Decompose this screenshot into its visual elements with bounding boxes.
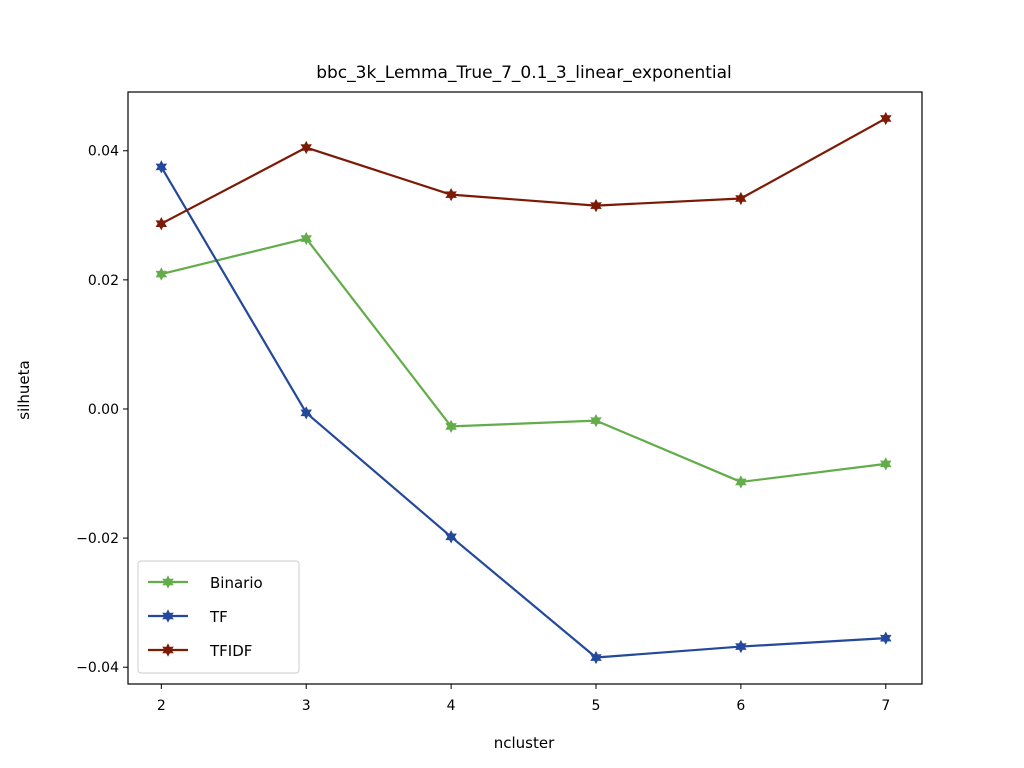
legend-entry-binario: Binario bbox=[148, 574, 263, 592]
y-tick-label: 0.04 bbox=[88, 144, 119, 160]
legend-box bbox=[137, 560, 300, 674]
series-tfidf bbox=[155, 111, 892, 231]
data-point-tf bbox=[445, 530, 457, 544]
data-point-binario bbox=[445, 419, 457, 434]
plot-frame bbox=[127, 91, 923, 685]
plot-area bbox=[155, 111, 892, 665]
legend-swatch-marker bbox=[162, 609, 174, 623]
data-point-tfidf bbox=[300, 140, 312, 155]
data-point-tfidf bbox=[155, 217, 168, 231]
x-tick-label: 6 bbox=[736, 698, 745, 714]
data-point-tfidf bbox=[590, 198, 602, 213]
data-point-binario bbox=[300, 231, 312, 246]
data-point-tfidf bbox=[880, 111, 892, 126]
series-line-tfidf bbox=[160, 117, 887, 225]
data-point-binario bbox=[880, 457, 892, 471]
legend-label-tfidf: TFIDF bbox=[209, 642, 252, 660]
series-line-binario bbox=[161, 237, 886, 484]
data-point-binario bbox=[590, 413, 602, 428]
y-tick-label: 0.00 bbox=[88, 402, 119, 418]
series-tf bbox=[155, 160, 892, 665]
legend-swatch-marker bbox=[162, 643, 174, 657]
data-point-binario bbox=[155, 267, 168, 281]
data-point-tf bbox=[590, 650, 602, 665]
x-axis: 2 3 4 5 6 7 bbox=[157, 684, 890, 714]
y-tick-label: −0.04 bbox=[76, 660, 119, 676]
data-point-binario bbox=[735, 475, 747, 489]
x-axis-label: ncluster bbox=[494, 734, 555, 752]
data-point-tf bbox=[300, 406, 312, 420]
x-tick-label: 7 bbox=[881, 698, 890, 714]
data-point-tfidf bbox=[445, 188, 457, 202]
y-axis-label: silhueta bbox=[15, 360, 33, 419]
data-point-tf bbox=[155, 160, 168, 174]
chart-title: bbc_3k_Lemma_True_7_0.1_3_linear_exponen… bbox=[316, 63, 732, 83]
data-point-tfidf bbox=[735, 191, 747, 206]
data-point-tf bbox=[735, 639, 747, 654]
y-tick-label: −0.02 bbox=[76, 531, 119, 547]
legend-label-tf: TF bbox=[209, 608, 228, 626]
series-binario bbox=[155, 231, 892, 489]
series-line-tf bbox=[160, 166, 886, 659]
y-tick-label: 0.02 bbox=[88, 273, 119, 289]
legend: Binario TF TFIDF bbox=[137, 560, 300, 674]
x-tick-label: 4 bbox=[447, 698, 456, 714]
data-point-tf bbox=[880, 631, 892, 645]
x-tick-label: 3 bbox=[302, 698, 311, 714]
legend-entry-tfidf: TFIDF bbox=[148, 642, 252, 660]
y-axis: 0.04 0.02 0.00 −0.02 −0.04 bbox=[76, 144, 128, 676]
x-tick-label: 5 bbox=[592, 698, 601, 714]
x-tick-label: 2 bbox=[157, 698, 166, 714]
legend-entry-tf: TF bbox=[148, 608, 228, 626]
legend-swatch-marker bbox=[162, 575, 174, 589]
legend-label-binario: Binario bbox=[210, 574, 263, 592]
